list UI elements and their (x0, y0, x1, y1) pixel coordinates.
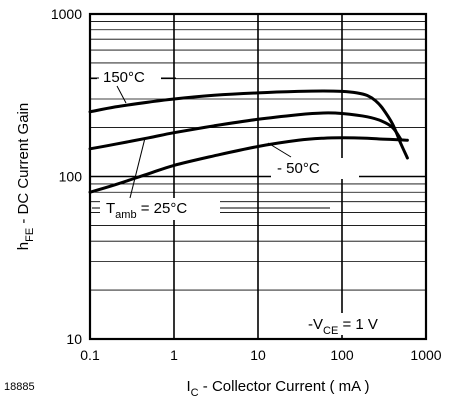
figure-id: 18885 (4, 381, 35, 393)
annotation-bg (100, 198, 220, 220)
annotation-text: -VCE = 1 V (308, 316, 378, 337)
annotation-label-150: 150°C (91, 69, 176, 104)
leader-line (116, 85, 127, 104)
series-group (88, 89, 409, 194)
plot-frame (88, 12, 428, 341)
x-tick-label: 1000 (410, 347, 441, 363)
series-line-tamb-25-c (88, 111, 403, 151)
annotation-label-25: Tamb = 25°C (92, 137, 330, 221)
leader-line (129, 137, 146, 199)
x-tick-label: 0.1 (80, 347, 100, 363)
x-tick-label: 10 (250, 347, 266, 363)
annotation-label-vce: -VCE = 1 V (302, 313, 418, 337)
annotation-text: Tamb = 25°C (106, 200, 187, 221)
series-line-150-c (88, 89, 409, 160)
annotations: 150°C Tamb = 25°C - 50°C -VCE = 1 V (91, 69, 418, 337)
y-tick-label: 1000 (51, 6, 82, 22)
series-line-50-c (88, 136, 409, 194)
x-tick-label: 100 (330, 347, 354, 363)
annotation-bg (97, 69, 161, 88)
annotation-text: 150°C (103, 69, 145, 86)
annotation-label-m50: - 50°C (267, 142, 359, 179)
annotation-bg (302, 313, 418, 335)
annotation-text: - 50°C (277, 160, 320, 177)
x-axis-label: IC - Collector Current ( mA ) (187, 378, 370, 399)
y-tick-label: 100 (59, 169, 83, 185)
x-tick-label: 1 (170, 347, 178, 363)
y-axis-label: hFE - DC Current Gain (15, 103, 36, 250)
annotation-bg (271, 158, 359, 179)
leader-line (267, 142, 292, 158)
y-tick-label: 10 (66, 331, 82, 347)
tick-labels: 0.1 1 10 100 1000 10 100 1000 (51, 6, 442, 363)
